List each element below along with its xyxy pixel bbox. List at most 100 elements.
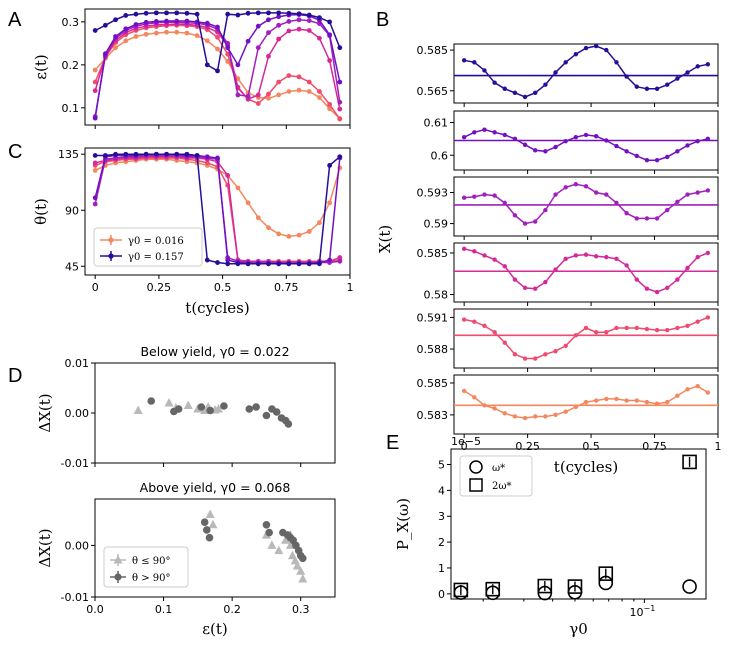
panel-c-series-point xyxy=(235,185,241,191)
panel-d1-circle-point xyxy=(262,411,271,420)
panel-c-series-point xyxy=(204,257,210,263)
panel-a-series-point xyxy=(296,11,302,17)
panel-b-series-point xyxy=(461,195,467,200)
panel-a-series-point xyxy=(204,62,210,68)
panel-b-series-point xyxy=(563,138,568,144)
panel-a-series-point xyxy=(113,17,118,23)
panel-b-series-point xyxy=(675,76,680,81)
panel-b-series-point xyxy=(675,149,680,154)
panel-c-xtick-label: 0.75 xyxy=(274,281,299,294)
panel-b-xtick-label: 0 xyxy=(461,440,468,453)
panel-b-series-point xyxy=(614,325,619,331)
panel-a-series-point xyxy=(276,92,282,98)
panel-b-series-point xyxy=(705,188,711,193)
panel-b-series-point xyxy=(665,154,670,160)
panel-b-series-point xyxy=(573,51,579,57)
panel-b-series-point xyxy=(644,86,650,91)
panel-d1-triangle-point xyxy=(133,405,143,414)
panel-a-series-point xyxy=(327,19,333,25)
panel-a-series-point xyxy=(174,10,180,16)
panel-b-series-point xyxy=(624,398,629,403)
panel-b-ytick-label: 0.61 xyxy=(424,116,449,129)
panel-b-series-point xyxy=(654,289,660,295)
panel-c-chart: 45 90 135 0 0.25 0.5 0.75 1 θ(t) t(cycles) γ0 = 0.… xyxy=(32,147,354,317)
panel-b-series-point xyxy=(634,84,639,89)
panel-a-series-point xyxy=(123,13,129,18)
panel-a-series-point xyxy=(266,10,271,16)
panel-b-series-point xyxy=(644,286,650,291)
panel-c-series-point xyxy=(327,163,333,168)
panel-d2-circle-point xyxy=(262,520,271,529)
panel-a-series-point xyxy=(337,106,343,112)
panel-c-series-point xyxy=(184,151,190,157)
panel-b-chart: 0.585 0.565 0.61 0.6 0.593 0.59 0.585 0.58 0.591… xyxy=(376,43,722,476)
panel-a-series-point xyxy=(306,18,312,23)
panel-a-series-point xyxy=(184,18,190,24)
panel-a-series-point xyxy=(296,17,302,23)
panel-d1-circle-point xyxy=(147,397,156,405)
panel-e-square-point xyxy=(567,579,583,594)
panel-d1-circle-point xyxy=(206,406,214,415)
panel-b-series-point xyxy=(705,390,711,395)
panel-d2-circle-point xyxy=(205,533,214,542)
panel-d1-ytick-label: 0.00 xyxy=(65,407,90,420)
panel-b-series-point xyxy=(593,254,599,259)
panel-b-xtick-label: 0.25 xyxy=(515,440,540,453)
panel-b-series-point xyxy=(675,199,680,205)
panel-a-series-point xyxy=(153,19,159,24)
panel-b-xtick-label: 0.75 xyxy=(642,440,667,453)
panel-d2-triangle-point xyxy=(298,573,308,583)
panel-b-series-point xyxy=(604,192,609,197)
panel-d2-triangle-point xyxy=(281,535,291,544)
panel-e-circle-point xyxy=(682,579,697,594)
panel-letter-b: B xyxy=(376,9,389,31)
panel-b-series-point xyxy=(512,213,518,218)
panel-a-series-point xyxy=(337,79,343,85)
panel-d2-xlabel: ε(t) xyxy=(202,620,228,638)
panel-d1-ytick-label: -0.01 xyxy=(61,457,89,470)
panel-b-series-point xyxy=(624,325,629,331)
panel-b-series-point xyxy=(593,398,599,403)
panel-b-series-point xyxy=(675,325,680,331)
panel-d2-xtick-label: 0.0 xyxy=(86,603,104,616)
panel-b-series-point xyxy=(472,319,477,324)
panel-a-series-point xyxy=(266,91,271,97)
panel-d-below-yield-chart: 0.01 0.00 -0.01 Below yield, γ0 = 0.022 ΔX(t… xyxy=(36,344,336,470)
panel-b-ytick-label: 0.565 xyxy=(417,85,449,98)
panel-b-series-point xyxy=(624,211,629,216)
panel-a-series-point xyxy=(327,101,333,107)
panel-d2-legend-label: θ ≤ 90° xyxy=(132,556,170,567)
panel-b-series-point xyxy=(695,254,700,260)
panel-b-series-point xyxy=(665,207,670,213)
panel-b-series-point xyxy=(492,130,497,135)
panel-a-series-point xyxy=(317,89,322,94)
panel-b-series-point xyxy=(543,82,548,87)
panel-d2-triangle-point xyxy=(292,561,302,570)
panel-d2-triangle-point xyxy=(267,540,277,549)
panel-b-series-point xyxy=(543,207,548,213)
panel-b-series-point xyxy=(533,356,538,361)
panel-b-series-point xyxy=(512,277,518,282)
panel-b-series-point xyxy=(461,246,467,252)
panel-a-series-point xyxy=(143,31,149,37)
panel-c-series-point xyxy=(113,151,118,157)
panel-c-series-point xyxy=(286,234,292,239)
panel-c-series-point xyxy=(92,201,98,207)
panel-a-series-point xyxy=(194,11,200,17)
panel-b-series-point xyxy=(583,252,589,257)
panel-b-series-point xyxy=(654,86,660,91)
panel-b-series-point xyxy=(695,64,700,69)
panel-b-series-point xyxy=(604,138,609,143)
panel-a-series-point xyxy=(276,10,282,16)
panel-b-series-point xyxy=(553,348,558,354)
panel-a-series-point xyxy=(143,10,149,16)
panel-b-series-point xyxy=(695,383,700,389)
panel-c-series-point xyxy=(194,153,200,158)
panel-c-series-point xyxy=(225,172,231,178)
panel-a-series-point xyxy=(286,19,292,24)
panel-a-series-point xyxy=(92,79,98,85)
panel-a-series-point xyxy=(133,22,139,27)
panel-a-series-point xyxy=(317,15,322,20)
panel-d2-legend-label: θ > 90° xyxy=(132,573,170,584)
panel-b-series-point xyxy=(553,192,558,197)
